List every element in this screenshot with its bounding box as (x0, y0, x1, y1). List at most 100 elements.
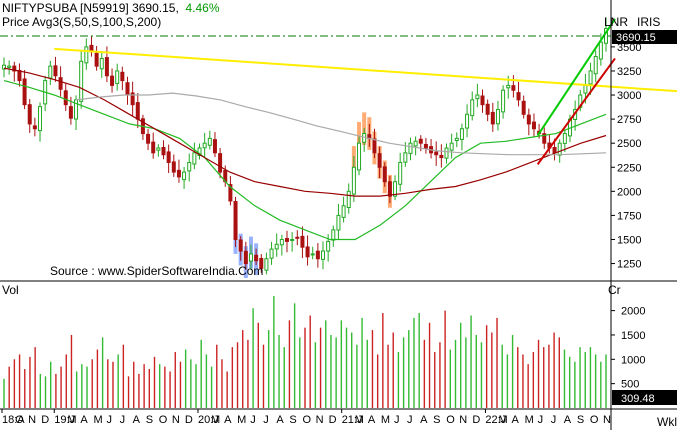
candle-body (7, 65, 12, 68)
candle-body (351, 166, 356, 195)
candle-body (151, 141, 156, 154)
candle-body (259, 257, 264, 269)
candle-body (516, 92, 521, 101)
candle-body (495, 108, 500, 125)
candle-body (130, 92, 135, 106)
last-price: 3690.15, (132, 1, 179, 15)
x-axis-label: O (15, 414, 24, 426)
volume-tick-label: 1500 (621, 330, 645, 342)
candle-body (521, 100, 526, 115)
candle-body (171, 161, 176, 173)
candle-body (562, 133, 567, 144)
chart-header: NIFTYPSUBA [N59919] 3690.15, 4.46% (2, 1, 220, 15)
candle-body (588, 70, 593, 85)
candle-body (192, 152, 197, 165)
candle-body (583, 84, 588, 94)
x-axis-label: J (551, 414, 557, 426)
x-axis-label: A (512, 414, 520, 426)
candle-body (17, 69, 22, 82)
x-axis-label: M (381, 414, 390, 426)
x-axis-label: D (41, 414, 49, 426)
x-axis-label: M (355, 414, 364, 426)
candle-body (79, 60, 84, 102)
candle-body (377, 153, 382, 168)
x-axis-label: D (472, 414, 480, 426)
candle-body (135, 102, 140, 120)
x-axis-label: M (93, 414, 102, 426)
candle-body (264, 258, 269, 271)
candle-body (12, 65, 17, 72)
candle-body (58, 77, 63, 90)
candle-body (434, 151, 439, 156)
candle-body (470, 99, 475, 117)
candle-body (218, 153, 223, 173)
candle-body (387, 181, 392, 197)
x-axis-label: J (263, 414, 269, 426)
x-axis-label: J (538, 414, 544, 426)
candle-body (439, 154, 444, 159)
last-price-box-label: 3690.15 (616, 32, 656, 44)
candle-body (125, 82, 130, 96)
x-axis-label: O (303, 414, 312, 426)
candle-body (459, 128, 464, 140)
candle-body (413, 140, 418, 147)
x-axis-label: S (289, 414, 296, 426)
candle-body (182, 171, 187, 181)
candle-body (254, 254, 259, 262)
trendline-channel-lower (536, 57, 616, 165)
x-axis-label: S (146, 414, 153, 426)
candle-body (418, 138, 423, 144)
x-axis-label: A (564, 414, 572, 426)
candle-body (68, 106, 73, 119)
candle-body (274, 243, 279, 250)
x-axis-label: S (577, 414, 584, 426)
symbol-title: NIFTYPSUBA [N59919] (2, 1, 129, 15)
candle-body (382, 166, 387, 183)
volume-panel-title: Vol (2, 283, 19, 297)
x-axis-label: J (107, 414, 113, 426)
price-tick-label: 2750 (617, 114, 641, 126)
volume-tick-label: 1000 (621, 354, 645, 366)
candle-body (22, 78, 27, 106)
candle-body (552, 147, 557, 154)
volume-unit: Cr (608, 283, 621, 297)
x-axis-label: N (172, 414, 180, 426)
x-axis-label: J (407, 414, 413, 426)
x-axis-label: D (185, 414, 193, 426)
candle-body (166, 151, 171, 163)
candle-body (295, 236, 300, 239)
candle-body (557, 142, 562, 156)
x-axis-label: M (237, 414, 246, 426)
last-volume-box-label: 309.48 (621, 393, 655, 405)
candle-body (27, 104, 32, 125)
x-axis-label: O (159, 414, 168, 426)
candle-body (449, 142, 454, 151)
candle-body (475, 94, 480, 100)
trendline-resistance (54, 47, 677, 93)
candle-body (480, 95, 485, 106)
indicator-label: Price Avg3(S,50,S,100,S,200) (2, 15, 162, 29)
candle-body (444, 147, 449, 159)
x-axis-label: N (28, 414, 36, 426)
candle-body (465, 113, 470, 129)
candle-body (506, 84, 511, 89)
x-axis-label: O (590, 414, 599, 426)
price-tick-label: 1750 (617, 210, 641, 222)
candle-body (393, 181, 398, 197)
x-axis-label: J (250, 414, 256, 426)
x-axis-label: 20:J (198, 414, 219, 426)
x-axis-label: A (224, 414, 232, 426)
candle-body (53, 65, 58, 77)
candle-body (310, 253, 315, 256)
last-price-box (612, 30, 677, 44)
candle-body (542, 133, 547, 144)
price-tick-label: 2500 (617, 138, 641, 150)
x-axis-label: J (120, 414, 126, 426)
candle-body (146, 133, 151, 144)
candle-body (115, 70, 120, 84)
moving-average-line (3, 67, 607, 197)
change-percent: 4.46% (185, 1, 220, 15)
candle-body (156, 147, 161, 151)
candle-body (490, 111, 495, 125)
candle-body (290, 238, 295, 241)
